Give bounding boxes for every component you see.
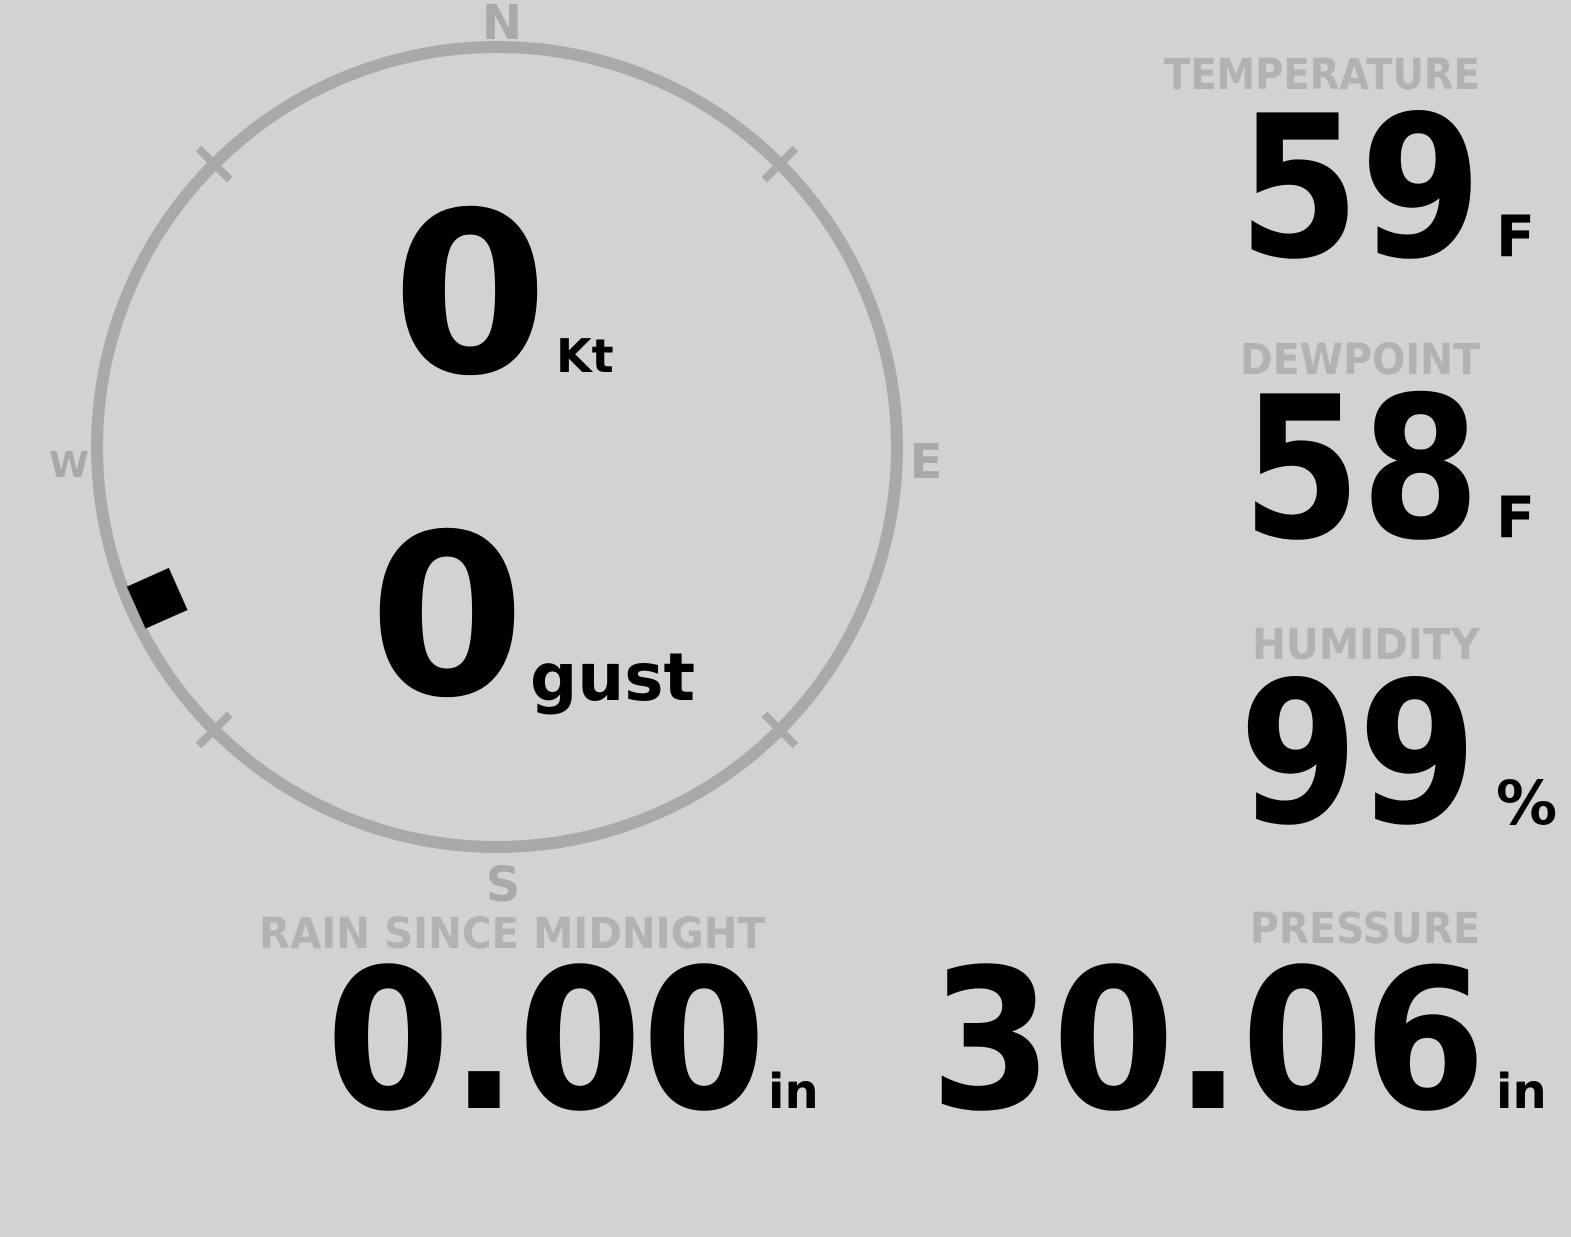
temperature-label: TEMPERATURE [1164,50,1480,100]
cardinal-west-label: W [49,445,89,486]
rain-panel: RAIN SINCE MIDNIGHT 0.00 in [259,909,819,1154]
compass-tick-se [761,711,799,749]
wind-speed-value: 0 [392,164,548,425]
rain-unit: in [768,1064,819,1120]
rain-label: RAIN SINCE MIDNIGHT [259,909,766,959]
dewpoint-value: 58 [1242,355,1480,584]
wind-gust-unit: gust [530,639,695,716]
humidity-unit: % [1496,768,1557,839]
pressure-panel: PRESSURE 30.06 in [930,904,1547,1154]
cardinal-north-label: N [482,0,522,51]
compass-tick-ne [761,145,799,183]
wind-direction-marker-icon [126,567,188,629]
dewpoint-label: DEWPOINT [1240,335,1481,385]
dewpoint-panel: DEWPOINT 58 F [1240,335,1535,584]
wind-compass: N S W E 0 Kt 0 gust [49,0,942,913]
wind-speed-unit: Kt [556,329,614,383]
compass-tick-nw [195,145,233,183]
humidity-panel: HUMIDITY 99 % [1239,620,1557,869]
temperature-panel: TEMPERATURE 59 F [1164,50,1535,303]
compass-tick-sw [195,711,233,749]
pressure-value: 30.06 [930,927,1486,1154]
cardinal-east-label: E [910,434,943,490]
compass-ticks [195,145,799,749]
dewpoint-unit: F [1496,485,1535,551]
wind-gust-value: 0 [369,486,525,747]
rain-value: 0.00 [326,927,766,1154]
temperature-value: 59 [1238,74,1482,303]
humidity-label: HUMIDITY [1252,620,1481,670]
cardinal-south-label: S [486,857,521,913]
pressure-label: PRESSURE [1250,904,1480,954]
pressure-unit: in [1496,1064,1547,1120]
humidity-value: 99 [1239,640,1477,869]
temperature-unit: F [1496,204,1535,270]
compass-ring [91,41,903,853]
